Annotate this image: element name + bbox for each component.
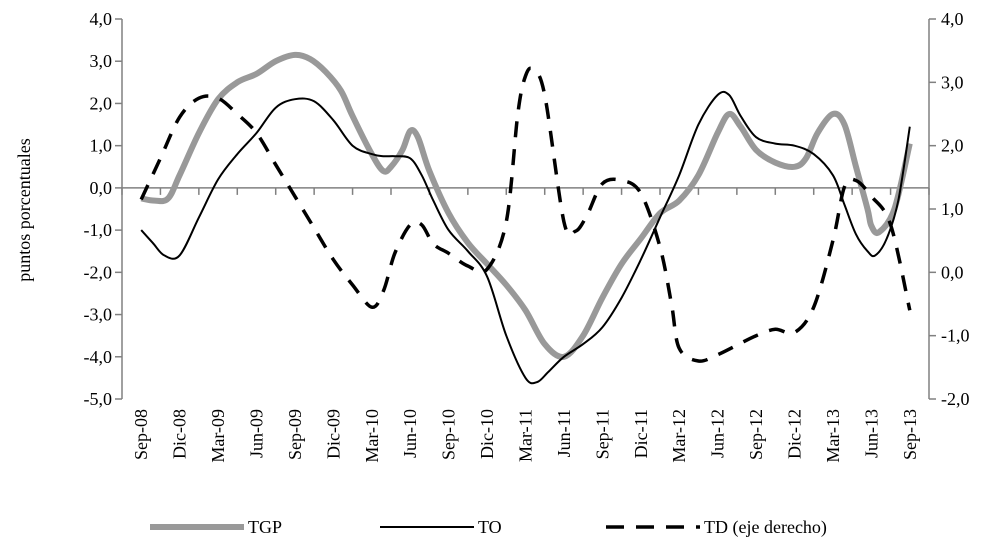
right-tick-label: 1,0	[941, 199, 964, 219]
x-tick-label: Dic-12	[785, 409, 805, 459]
x-tick-label: Dic-09	[323, 409, 343, 459]
series-line-td	[139, 66, 912, 363]
x-tick-label: Sep-10	[439, 409, 459, 460]
x-tick-label: Mar-13	[823, 409, 843, 463]
x-tick-label: Jun-10	[400, 409, 420, 458]
x-tick-label: Mar-10	[362, 409, 382, 463]
left-tick-label: -5,0	[84, 389, 113, 409]
right-tick-label: 0,0	[941, 262, 964, 282]
x-tick-label: Sep-13	[900, 409, 920, 460]
x-tick-label: Jun-09	[247, 409, 267, 458]
x-tick-label: Sep-08	[131, 409, 151, 460]
left-tick-label: 3,0	[90, 51, 113, 71]
y-axis-title: puntos porcentuales	[14, 138, 34, 281]
right-tick-label: 2,0	[941, 136, 964, 156]
right-tick-label: 4,0	[941, 9, 964, 29]
left-tick-label: 1,0	[90, 136, 113, 156]
x-tick-label: Mar-11	[516, 409, 536, 462]
legend-label-to: TO	[478, 517, 502, 537]
x-tick-label: Dic-08	[170, 409, 190, 459]
x-tick-label: Mar-09	[208, 409, 228, 463]
x-tick-label: Jun-11	[554, 409, 574, 457]
left-tick-label: -3,0	[84, 305, 113, 325]
series-line-to	[140, 90, 911, 385]
x-tick-label: Sep-09	[285, 409, 305, 460]
x-tick-label: Dic-10	[477, 409, 497, 459]
right-y-ticks: 4,0 3,0 2,0 1,0 0,0 -1,0 -2,0	[929, 9, 970, 409]
x-tick-label: Sep-12	[746, 409, 766, 460]
left-tick-label: 4,0	[90, 9, 113, 29]
left-tick-label: 2,0	[90, 93, 113, 113]
right-tick-label: -2,0	[941, 389, 970, 409]
x-tick-label: Jun-13	[861, 409, 881, 458]
right-tick-label: -1,0	[941, 326, 970, 346]
legend-label-tgp: TGP	[248, 517, 282, 537]
x-tick-label: Sep-11	[592, 409, 612, 459]
left-tick-label: -1,0	[84, 220, 113, 240]
left-tick-label: -4,0	[84, 347, 113, 367]
left-y-ticks: 4,0 3,0 2,0 1,0 0,0 -1,0 -2,0 -3,0 -4,0 -5,0	[84, 9, 122, 409]
series-lines	[139, 51, 913, 385]
x-tick-label: Jun-12	[708, 409, 728, 458]
x-axis-ticks: Sep-08 Dic-08 Mar-09 Jun-09 Sep-09 Dic-09 Mar-…	[121, 187, 930, 463]
right-tick-label: 3,0	[941, 72, 964, 92]
series-line-tgp	[140, 51, 913, 360]
left-tick-label: 0,0	[90, 178, 113, 198]
legend: TGP TO TD (eje derecho)	[150, 517, 827, 538]
left-tick-label: -2,0	[84, 262, 113, 282]
legend-label-td: TD (eje derecho)	[704, 517, 827, 538]
x-tick-label: Mar-12	[669, 409, 689, 463]
x-tick-label: Dic-11	[631, 409, 651, 458]
